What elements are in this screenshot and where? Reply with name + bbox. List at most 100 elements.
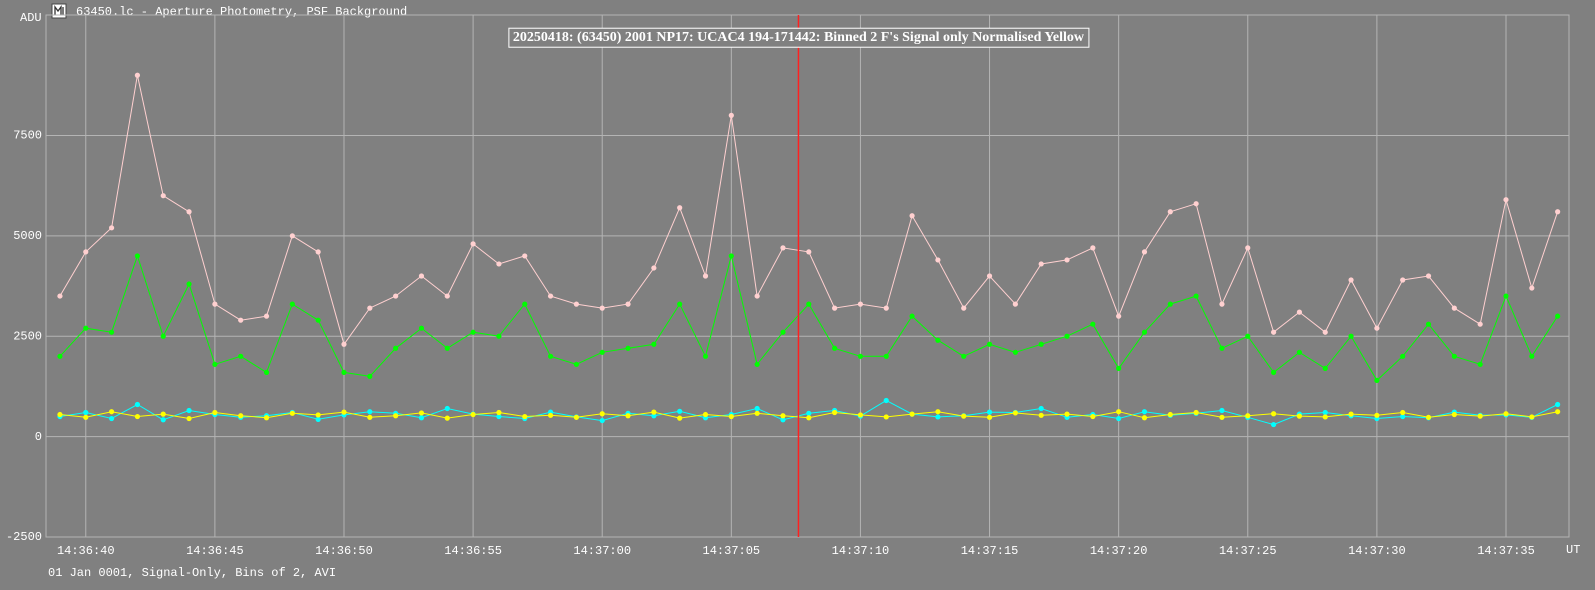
y-tick-label: 7500 — [13, 129, 42, 143]
y-tick-label: -2500 — [6, 530, 42, 544]
data-point — [1425, 321, 1432, 327]
data-point — [1219, 407, 1225, 414]
data-point — [625, 413, 631, 419]
data-point — [547, 353, 554, 359]
data-point — [780, 413, 786, 419]
data-point — [1529, 285, 1535, 291]
window-title: 63450.lc - Aperture Photometry, PSF Back… — [76, 5, 407, 19]
data-point — [1477, 361, 1483, 367]
data-point — [857, 353, 864, 359]
data-point — [57, 353, 63, 359]
x-tick-label: 14:37:25 — [1219, 544, 1277, 558]
app-icon — [51, 3, 67, 19]
data-point — [1245, 333, 1251, 339]
data-point — [935, 409, 941, 415]
data-point — [754, 410, 760, 416]
data-point — [1477, 321, 1483, 327]
data-point — [1270, 411, 1277, 417]
data-point — [522, 413, 528, 420]
data-point — [1038, 261, 1044, 267]
data-point — [1451, 353, 1457, 359]
data-point — [470, 329, 476, 335]
data-point — [728, 112, 734, 118]
data-point — [1348, 333, 1354, 339]
x-tick-label: 14:37:20 — [1090, 544, 1148, 558]
data-point — [1296, 349, 1303, 355]
data-point — [599, 411, 605, 417]
data-point — [238, 413, 244, 419]
data-point — [1245, 245, 1251, 251]
data-point — [367, 305, 373, 311]
data-point — [212, 361, 218, 367]
data-point — [573, 361, 579, 367]
data-point — [1374, 377, 1380, 383]
data-point — [935, 337, 941, 343]
data-point — [83, 414, 89, 420]
data-point — [1374, 325, 1380, 331]
x-axis-label: UT — [1566, 543, 1580, 557]
data-point — [728, 413, 734, 420]
data-point — [961, 413, 967, 419]
data-point — [160, 333, 166, 339]
data-point — [728, 253, 734, 259]
data-point — [547, 293, 554, 299]
data-point — [393, 345, 399, 351]
data-point — [625, 301, 631, 307]
x-tick-label: 14:37:00 — [573, 544, 631, 558]
data-point — [573, 414, 579, 420]
data-point — [1322, 365, 1328, 371]
series — [57, 72, 1561, 347]
chart-title: 20250418: (63450) 2001 NP17: UCAC4 194-1… — [513, 30, 1085, 45]
data-point — [315, 249, 321, 255]
data-point — [986, 409, 993, 415]
data-point — [883, 414, 889, 420]
x-tick-label: 14:37:35 — [1477, 544, 1535, 558]
data-point — [1167, 301, 1173, 307]
data-point — [134, 401, 141, 408]
data-point — [677, 205, 683, 211]
series — [57, 409, 1561, 422]
data-point — [1400, 353, 1406, 359]
data-point — [1348, 411, 1354, 417]
data-point — [1193, 409, 1199, 416]
data-point — [935, 414, 941, 420]
data-point — [677, 408, 683, 414]
data-point — [315, 317, 321, 323]
data-point — [496, 413, 502, 420]
data-point — [1451, 305, 1457, 311]
data-point — [470, 411, 476, 418]
data-point — [186, 209, 192, 215]
data-point — [496, 333, 502, 339]
data-point — [1322, 414, 1328, 420]
data-point — [1116, 409, 1122, 415]
data-point — [961, 305, 967, 311]
data-point — [1555, 209, 1561, 215]
data-point — [599, 417, 605, 424]
data-point — [1167, 411, 1173, 418]
data-point — [1012, 349, 1018, 355]
data-point — [186, 281, 192, 287]
data-point — [238, 353, 244, 359]
data-point — [651, 413, 657, 419]
data-point — [522, 253, 528, 259]
plot-frame — [45, 14, 1570, 538]
data-point — [367, 414, 373, 420]
data-point — [367, 409, 373, 415]
data-point — [677, 301, 683, 307]
data-point — [83, 409, 89, 416]
data-point — [289, 301, 295, 307]
data-point — [444, 405, 450, 412]
data-point — [883, 305, 889, 311]
data-point — [1400, 409, 1406, 416]
data-point — [134, 72, 141, 78]
data-point — [238, 317, 244, 323]
data-point — [1064, 411, 1070, 417]
data-point — [625, 345, 631, 351]
data-point — [547, 412, 554, 418]
data-point — [909, 313, 915, 319]
data-point — [573, 301, 579, 307]
data-point — [1141, 329, 1148, 335]
data-point — [883, 353, 889, 359]
